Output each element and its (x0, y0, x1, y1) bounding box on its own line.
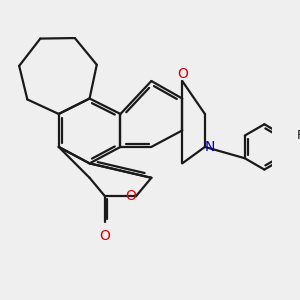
Text: F: F (296, 129, 300, 142)
Text: O: O (125, 189, 136, 203)
Text: N: N (205, 140, 215, 154)
Text: O: O (177, 67, 188, 81)
Text: O: O (100, 229, 110, 243)
